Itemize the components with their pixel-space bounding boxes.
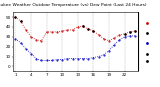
Text: Milwaukee Weather Outdoor Temperature (vs) Dew Point (Last 24 Hours): Milwaukee Weather Outdoor Temperature (v… <box>0 3 146 7</box>
